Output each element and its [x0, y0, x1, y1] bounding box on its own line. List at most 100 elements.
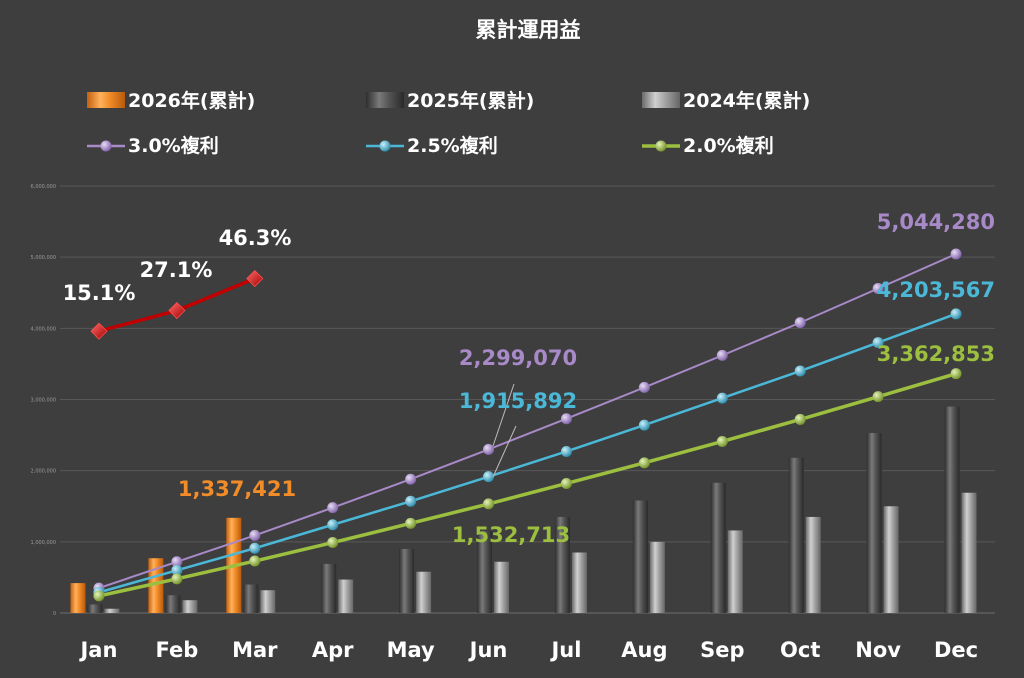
data-point [560, 413, 572, 425]
chart-title: 累計運用益 [476, 18, 581, 42]
data-point [171, 564, 183, 576]
bar [416, 571, 432, 613]
x-tick-label: Aug [621, 638, 667, 662]
data-label: 46.3% [219, 226, 292, 250]
data-point [950, 368, 962, 380]
legend-item-3pct: 3.0%複利 [87, 134, 219, 157]
bar [165, 595, 181, 613]
bar [710, 482, 726, 613]
data-point [872, 391, 884, 403]
data-point [716, 435, 728, 447]
y-tick-label: 0 [53, 611, 56, 617]
y-tick-label: 6,000,000 [31, 184, 56, 190]
data-point [327, 537, 339, 549]
data-label: 3,362,853 [877, 342, 995, 366]
bar [883, 506, 899, 613]
bar [494, 561, 510, 613]
x-tick-label: Dec [934, 638, 978, 662]
data-point [249, 542, 261, 554]
x-tick-label: Mar [232, 638, 278, 662]
data-point [638, 457, 650, 469]
data-point [405, 517, 417, 529]
leader-line [492, 425, 517, 478]
data-point [872, 337, 884, 349]
legend-item-2026: 2026年(累計) [87, 89, 255, 112]
bar [87, 604, 103, 613]
bar [399, 548, 415, 613]
x-tick-label: Jul [549, 638, 581, 662]
legend-label-2pct: 2.0%複利 [683, 134, 774, 157]
legend-label-2025: 2025年(累計) [407, 89, 534, 112]
data-label: 27.1% [140, 258, 213, 282]
x-tick-label: Apr [312, 638, 354, 662]
data-point [168, 301, 186, 320]
bar [571, 552, 587, 613]
x-tick-label: Nov [855, 638, 901, 662]
data-label: 1,532,713 [452, 523, 570, 547]
legend-item-2-5pct: 2.5%複利 [366, 134, 498, 157]
data-point [171, 556, 183, 568]
data-point [794, 365, 806, 377]
data-point [794, 317, 806, 329]
bar [805, 516, 821, 613]
y-tick-label: 2,000,000 [31, 469, 56, 475]
data-point [716, 349, 728, 361]
data-label: 1,915,892 [459, 389, 577, 413]
x-tick-label: May [387, 638, 435, 662]
data-point [249, 555, 261, 567]
bar [243, 584, 259, 613]
bar [727, 530, 743, 613]
data-point [93, 590, 105, 602]
data-point [483, 498, 495, 510]
data-label: 5,044,280 [877, 210, 995, 234]
x-tick-label: Sep [700, 638, 744, 662]
data-point [638, 419, 650, 431]
legend-label-3pct: 3.0%複利 [128, 134, 219, 157]
data-label: 15.1% [63, 281, 136, 305]
legend-label-2026: 2026年(累計) [128, 89, 255, 112]
bar [182, 600, 198, 613]
bar [554, 516, 570, 613]
data-point [327, 519, 339, 531]
y-tick-label: 1,000,000 [31, 540, 56, 546]
data-label: 4,203,567 [877, 278, 995, 302]
bar [104, 608, 120, 613]
legend-item-2pct: 2.0%複利 [642, 134, 774, 157]
leader-line [492, 383, 515, 447]
bar [477, 531, 493, 613]
legend-label-2024: 2024年(累計) [683, 89, 810, 112]
data-point [560, 477, 572, 489]
data-point [560, 445, 572, 457]
x-tick-label: Feb [155, 638, 198, 662]
data-point [950, 248, 962, 260]
x-tick-label: Oct [780, 638, 820, 662]
series-line [98, 312, 957, 594]
bar [260, 590, 276, 613]
data-point [405, 495, 417, 507]
y-tick-label: 5,000,000 [31, 255, 56, 261]
bar [961, 492, 977, 613]
bar [321, 563, 337, 613]
y-tick-label: 4,000,000 [31, 326, 56, 332]
series-line [98, 371, 957, 598]
legend: 2026年(累計) 2025年(累計) 2024年(累計) 3.0%複利 2.5… [87, 89, 810, 157]
data-point [171, 573, 183, 585]
legend-item-2025: 2025年(累計) [366, 89, 534, 112]
data-point [327, 502, 339, 514]
data-point [90, 322, 108, 340]
bar [649, 541, 665, 613]
bar [866, 432, 882, 613]
data-point [794, 413, 806, 425]
data-point [483, 443, 495, 455]
legend-label-2-5pct: 2.5%複利 [407, 134, 498, 157]
series-line [98, 253, 957, 590]
bar [70, 583, 86, 613]
x-tick-label: Jan [78, 638, 117, 662]
data-point [872, 282, 884, 294]
bar [944, 406, 960, 613]
data-point [716, 392, 728, 404]
data-label: 2,299,070 [459, 346, 577, 370]
data-point [405, 473, 417, 485]
plot-area: 0 1,000,000 2,000,000 3,000,000 4,000,000 5,0… [31, 184, 995, 662]
